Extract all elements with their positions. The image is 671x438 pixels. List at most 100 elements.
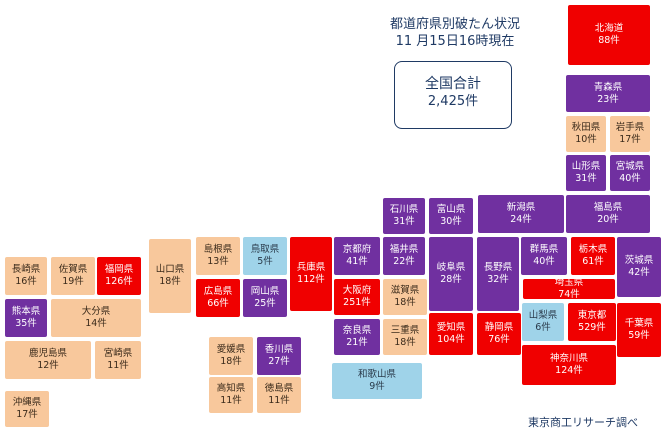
prefecture-name: 和歌山県 <box>357 369 396 380</box>
prefecture-tile: 高知県 11件 <box>208 376 254 414</box>
prefecture-tile: 宮崎県 11件 <box>94 340 142 380</box>
prefecture-tile: 兵庫県 112件 <box>289 236 333 312</box>
prefecture-count: 16件 <box>15 276 37 287</box>
prefecture-name: 山梨県 <box>528 310 558 321</box>
prefecture-name: 鳥取県 <box>250 244 280 255</box>
prefecture-tile: 福島県 20件 <box>565 194 651 234</box>
prefecture-count: 40件 <box>619 173 641 184</box>
prefecture-count: 61件 <box>582 256 604 267</box>
prefecture-count: 5件 <box>257 256 273 267</box>
prefecture-tile: 石川県 31件 <box>382 197 426 235</box>
prefecture-tile: 長崎県 16件 <box>4 256 48 296</box>
prefecture-tile: 神奈川県 124件 <box>521 344 617 386</box>
prefecture-count: 11件 <box>268 395 290 406</box>
prefecture-tile: 奈良県 21件 <box>333 318 381 356</box>
prefecture-name: 愛媛県 <box>216 344 246 355</box>
prefecture-name: 滋賀県 <box>390 285 420 296</box>
prefecture-name: 島根県 <box>203 244 233 255</box>
prefecture-count: 10件 <box>575 134 597 145</box>
prefecture-tile: 徳島県 11件 <box>256 376 302 414</box>
prefecture-name: 青森県 <box>593 81 623 93</box>
prefecture-tile: 山梨県 6件 <box>521 302 565 342</box>
prefecture-tile: 茨城県 42件 <box>616 236 662 298</box>
title-line2: 11 月15日16時現在 <box>395 34 515 49</box>
prefecture-count: 104件 <box>437 334 465 345</box>
prefecture-tile: 沖縄県 17件 <box>4 390 50 428</box>
prefecture-count: 124件 <box>555 365 583 376</box>
prefecture-count: 42件 <box>628 267 650 278</box>
prefecture-tile: 栃木県 61件 <box>570 236 616 276</box>
prefecture-name: 京都府 <box>342 244 372 255</box>
prefecture-tile: 和歌山県 9件 <box>331 362 423 400</box>
prefecture-tile: 青森県 23件 <box>565 74 651 113</box>
prefecture-count: 251件 <box>343 297 371 308</box>
prefecture-tile: 岩手県 17件 <box>609 115 651 153</box>
prefecture-name: 宮崎県 <box>103 348 133 359</box>
prefecture-tile: 富山県 30件 <box>428 197 474 235</box>
prefecture-tile: 静岡県 76件 <box>476 312 522 356</box>
prefecture-name: 鹿児島県 <box>28 348 67 359</box>
prefecture-count: 41件 <box>346 256 368 267</box>
prefecture-name: 秋田県 <box>571 122 601 133</box>
prefecture-count: 17件 <box>619 134 641 145</box>
prefecture-name: 福井県 <box>389 244 419 255</box>
prefecture-count: 12件 <box>37 360 59 371</box>
prefecture-count: 11件 <box>220 395 242 406</box>
chart-title: 都道府県別破たん状況 11 月15日16時現在 <box>350 16 560 50</box>
national-total-value: 2,425件 <box>427 94 479 109</box>
prefecture-name: 岐阜県 <box>436 262 466 273</box>
prefecture-tile: 京都府 41件 <box>333 236 381 276</box>
prefecture-count: 18件 <box>220 356 242 367</box>
prefecture-name: 福岡県 <box>104 264 134 275</box>
prefecture-name: 兵庫県 <box>296 262 326 273</box>
prefecture-tile: 山口県 18件 <box>148 238 192 314</box>
prefecture-count: 28件 <box>440 274 462 285</box>
prefecture-name: 茨城県 <box>624 255 654 266</box>
prefecture-tile: 鳥取県 5件 <box>242 236 288 276</box>
prefecture-count: 40件 <box>533 256 555 267</box>
prefecture-name: 大分県 <box>81 306 111 317</box>
prefecture-name: 石川県 <box>389 204 419 215</box>
prefecture-name: 山口県 <box>155 264 185 275</box>
prefecture-tile: 大分県 14件 <box>50 298 142 338</box>
prefecture-tile: 香川県 27件 <box>256 336 302 376</box>
prefecture-tile: 鹿児島県 12件 <box>4 340 92 380</box>
prefecture-tile: 広島県 66件 <box>195 278 241 318</box>
prefecture-count: 31件 <box>575 173 597 184</box>
prefecture-tile: 福岡県 126件 <box>96 256 142 296</box>
prefecture-name: 新潟県 <box>506 202 536 213</box>
prefecture-tile: 島根県 13件 <box>195 236 241 276</box>
national-total-label: 全国合計 <box>425 76 481 92</box>
prefecture-count: 35件 <box>15 318 37 329</box>
title-line1: 都道府県別破たん状況 <box>389 17 520 32</box>
prefecture-name: 愛知県 <box>436 322 466 333</box>
prefecture-count: 19件 <box>62 276 84 287</box>
prefecture-name: 香川県 <box>264 344 294 355</box>
prefecture-tile: 新潟県 24件 <box>477 194 565 234</box>
prefecture-tile: 三重県 18件 <box>382 318 428 356</box>
source-note: 東京商工リサーチ調べ <box>528 416 638 429</box>
prefecture-count: 30件 <box>440 216 462 227</box>
prefecture-tile: 大阪府 251件 <box>333 278 381 316</box>
national-total-box: 全国合計 2,425件 <box>394 61 512 129</box>
prefecture-count: 529件 <box>578 322 606 333</box>
prefecture-count: 9件 <box>369 381 385 392</box>
prefecture-name: 福島県 <box>593 202 623 213</box>
prefecture-name: 岩手県 <box>615 122 645 133</box>
prefecture-count: 14件 <box>85 318 107 329</box>
prefecture-tile: 北海道 88件 <box>567 4 651 66</box>
prefecture-count: 31件 <box>393 216 415 227</box>
prefecture-tile: 宮城県 40件 <box>609 154 651 192</box>
prefecture-count: 76件 <box>488 334 510 345</box>
prefecture-count: 126件 <box>105 276 133 287</box>
prefecture-name: 長崎県 <box>11 264 41 275</box>
prefecture-name: 広島県 <box>203 286 233 297</box>
prefecture-count: 32件 <box>487 274 509 285</box>
prefecture-name: 大阪府 <box>342 285 372 296</box>
prefecture-count: 18件 <box>159 276 181 287</box>
prefecture-name: 群馬県 <box>529 244 559 255</box>
prefecture-count: 18件 <box>394 297 416 308</box>
prefecture-count: 59件 <box>628 330 650 341</box>
prefecture-name: 東京都 <box>577 310 607 321</box>
prefecture-name: 佐賀県 <box>58 264 88 275</box>
